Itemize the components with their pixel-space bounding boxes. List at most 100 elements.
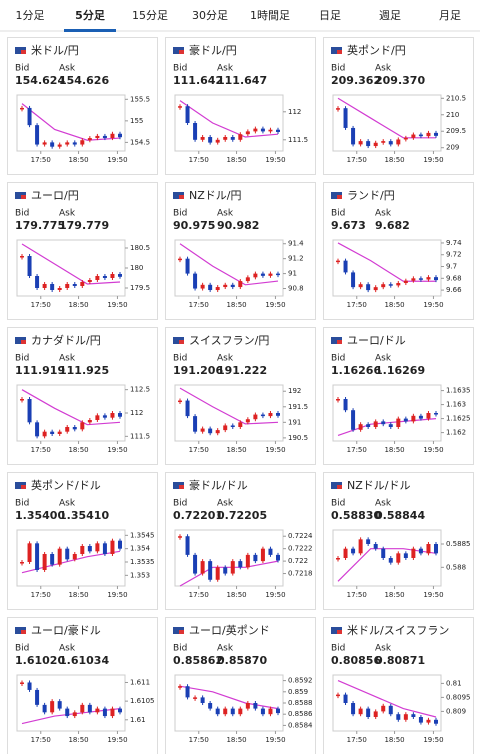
card[interactable] (323, 327, 474, 465)
pair-name[interactable]: ユーロ/英ポンド (189, 623, 270, 637)
y-tick-label: 112.5 (130, 386, 150, 394)
candle (358, 424, 363, 430)
tab[interactable]: 15分足 (132, 9, 168, 22)
tab[interactable]: 月足 (439, 9, 461, 22)
candle (200, 697, 205, 703)
candle (72, 284, 77, 286)
card[interactable] (323, 182, 474, 320)
y-tick-label: 191.5 (288, 403, 308, 411)
tab-underline (64, 29, 116, 32)
candle (396, 418, 401, 427)
x-tick-label: 18:50 (384, 156, 404, 164)
candle (80, 140, 85, 145)
tab[interactable]: 1時間足 (250, 9, 290, 22)
x-tick-label: 19:50 (265, 156, 285, 164)
candle (87, 546, 92, 552)
candle (72, 712, 77, 717)
tab[interactable]: 日足 (319, 9, 341, 22)
y-tick-label: 1.162 (446, 429, 466, 437)
y-tick-label: 9.7 (446, 263, 457, 271)
pair-name[interactable]: 豪ドル/円 (189, 43, 237, 57)
bid-label: Bid (15, 64, 29, 74)
candle (50, 284, 55, 290)
pair-name[interactable]: 豪ドル/ドル (189, 478, 248, 492)
card[interactable] (323, 472, 474, 610)
candle (238, 281, 243, 288)
candle (358, 141, 363, 145)
y-tick-label: 112 (288, 108, 301, 116)
x-tick-label: 18:50 (226, 446, 246, 454)
candle (95, 543, 100, 552)
tab[interactable]: 週足 (379, 9, 401, 22)
pair-name[interactable]: ランド/円 (347, 189, 395, 202)
ask-label: Ask (59, 644, 76, 654)
candle (118, 133, 122, 138)
flag (173, 482, 184, 489)
pair-name[interactable]: 米ドル/スイスフラン (347, 624, 449, 637)
card[interactable] (165, 182, 316, 320)
flag (179, 630, 184, 634)
pair-name[interactable]: 米ドル/円 (31, 44, 79, 57)
ask-label: Ask (375, 499, 392, 509)
candle (200, 284, 205, 289)
x-tick-label: 19:50 (107, 736, 127, 744)
pair-name[interactable]: NZドル/円 (189, 189, 241, 202)
pair-name[interactable]: NZドル/ドル (347, 479, 410, 492)
x-tick-label: 17:50 (347, 591, 367, 599)
bid-label: Bid (173, 209, 187, 219)
candle (351, 548, 356, 554)
pair-name[interactable]: スイスフラン/円 (189, 334, 269, 347)
candle (238, 134, 243, 140)
pair-name[interactable]: ユーロ/ドル (347, 334, 406, 347)
flag (15, 47, 26, 54)
flag (15, 337, 26, 344)
y-tick-label: 180 (130, 264, 143, 272)
card[interactable] (165, 472, 316, 610)
ma-line (179, 387, 279, 425)
tab[interactable]: 1分足 (16, 9, 45, 22)
candle (35, 125, 40, 145)
candle (118, 274, 122, 277)
card[interactable] (165, 37, 316, 175)
tab[interactable]: 30分足 (192, 9, 228, 22)
flag (15, 627, 26, 634)
candle (57, 701, 62, 709)
candle (223, 425, 228, 431)
candle (95, 415, 100, 420)
pair-name[interactable]: ユーロ/円 (31, 189, 79, 202)
pair-name[interactable]: 英ポンド/円 (347, 43, 406, 57)
pair-name[interactable]: ユーロ/豪ドル (31, 623, 101, 637)
y-tick-label: 9.68 (446, 274, 462, 282)
pair-name[interactable]: カナダドル/円 (31, 333, 101, 347)
candle (200, 561, 205, 574)
card[interactable] (165, 327, 316, 465)
card[interactable] (7, 37, 158, 175)
x-tick-label: 18:50 (384, 301, 404, 309)
candle (223, 284, 228, 288)
candle (366, 141, 371, 147)
x-tick-label: 17:50 (189, 301, 209, 309)
ma-line (21, 243, 121, 285)
candle (336, 260, 340, 263)
bid-value: 1.35400 (15, 509, 65, 522)
bid-label: Bid (331, 64, 345, 74)
pair-name[interactable]: 英ポンド/ドル (31, 478, 101, 492)
y-tick-label: 209.5 (446, 127, 466, 135)
candle (72, 142, 77, 145)
y-tick-label: 190.5 (288, 434, 308, 442)
x-tick-label: 18:50 (226, 736, 246, 744)
candle (200, 428, 205, 432)
y-tick-label: 90.8 (288, 285, 304, 293)
flag (179, 50, 184, 54)
candle (87, 138, 92, 141)
card[interactable] (323, 37, 474, 175)
card[interactable] (7, 472, 158, 610)
y-tick-label: 0.859 (288, 688, 308, 696)
x-tick-label: 19:50 (265, 736, 285, 744)
candle (42, 554, 47, 570)
tab[interactable]: 5分足 (75, 8, 106, 22)
plot-area (174, 239, 284, 297)
candle (230, 425, 235, 427)
card[interactable] (7, 327, 158, 465)
candle (20, 107, 24, 110)
